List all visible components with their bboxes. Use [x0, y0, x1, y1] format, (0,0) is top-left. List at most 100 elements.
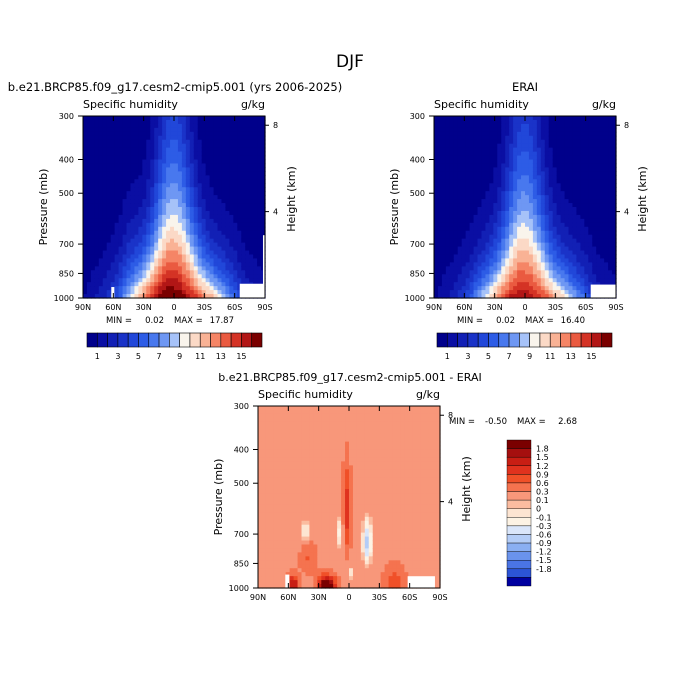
- field-cell: [600, 210, 605, 216]
- x-tick-label: 60S: [578, 303, 593, 312]
- field-cell: [441, 183, 447, 188]
- field-cell: [497, 147, 502, 153]
- field-cell: [134, 171, 139, 176]
- field-cell: [576, 210, 581, 216]
- field-cell: [604, 167, 609, 172]
- field-cell: [489, 119, 494, 125]
- field-cell: [517, 159, 522, 165]
- field-cell: [285, 417, 291, 423]
- field-cell: [134, 214, 139, 220]
- field-cell: [564, 139, 570, 145]
- field-cell: [297, 413, 303, 419]
- field-cell: [130, 167, 136, 172]
- field-cell: [158, 127, 163, 133]
- field-cell: [437, 127, 443, 133]
- field-cell: [434, 207, 439, 212]
- field-cell: [489, 234, 494, 240]
- field-cell: [592, 155, 597, 161]
- field-cell: [604, 270, 609, 275]
- field-cell: [142, 286, 147, 291]
- field-cell: [608, 127, 613, 133]
- field-cell: [612, 195, 617, 200]
- field-cell: [174, 290, 179, 295]
- field-cell: [221, 163, 227, 169]
- field-cell: [154, 210, 159, 216]
- field-cell: [568, 254, 574, 260]
- field-cell: [241, 127, 246, 133]
- field-cell: [237, 119, 242, 125]
- field-cell: [221, 187, 227, 192]
- field-cell: [441, 151, 447, 157]
- field-cell: [233, 207, 238, 212]
- field-cell: [572, 163, 578, 169]
- field-cell: [185, 135, 191, 141]
- field-cell: [528, 274, 534, 279]
- field-cell: [181, 282, 187, 287]
- field-cell: [517, 187, 522, 192]
- field-cell: [588, 226, 593, 232]
- field-cell: [305, 528, 311, 534]
- field-cell: [568, 290, 574, 295]
- field-cell: [477, 151, 483, 157]
- field-cell: [540, 123, 546, 129]
- field-cell: [261, 199, 266, 204]
- field-cell: [521, 270, 526, 275]
- field-cell: [277, 580, 283, 585]
- field-cell: [90, 159, 96, 165]
- field-cell: [453, 238, 459, 244]
- field-cell: [221, 282, 227, 287]
- field-cell: [273, 429, 279, 435]
- field-cell: [548, 210, 554, 216]
- field-cell: [213, 135, 219, 141]
- field-cell: [154, 135, 159, 141]
- field-cell: [473, 171, 479, 176]
- field-cell: [584, 207, 589, 212]
- field-cell: [564, 242, 570, 248]
- field-cell: [86, 270, 92, 275]
- field-cell: [305, 445, 311, 451]
- field-cell: [177, 258, 183, 263]
- field-cell: [600, 238, 605, 244]
- field-cell: [114, 123, 120, 129]
- field-cell: [525, 143, 530, 149]
- field-cell: [457, 262, 463, 267]
- field-cell: [301, 576, 307, 581]
- field-cell: [564, 127, 570, 133]
- field-cell: [434, 258, 439, 263]
- field-cell: [576, 163, 581, 169]
- field-cell: [532, 159, 538, 165]
- field-cell: [106, 171, 112, 176]
- field-cell: [552, 226, 558, 232]
- field-cell: [301, 413, 307, 419]
- field-cell: [114, 183, 120, 188]
- field-cell: [509, 119, 514, 125]
- field-cell: [497, 123, 502, 129]
- field-cell: [453, 294, 459, 299]
- field-cell: [158, 155, 163, 161]
- field-cell: [189, 151, 195, 157]
- field-cell: [213, 274, 219, 279]
- field-cell: [253, 203, 258, 208]
- field-cell: [201, 270, 207, 275]
- field-cell: [441, 127, 447, 133]
- field-cell: [166, 179, 171, 184]
- field-cell: [118, 250, 124, 256]
- field-cell: [544, 214, 550, 220]
- field-cell: [225, 199, 230, 204]
- field-cell: [305, 580, 311, 585]
- field-cell: [449, 234, 455, 240]
- field-cell: [209, 151, 215, 157]
- field-cell: [205, 163, 211, 169]
- field-cell: [209, 131, 215, 137]
- field-cell: [166, 246, 171, 252]
- field-cell: [592, 270, 597, 275]
- field-cell: [221, 238, 227, 244]
- field-cell: [170, 199, 175, 204]
- field-cell: [257, 246, 262, 252]
- field-cell: [453, 143, 459, 149]
- field-cell: [221, 290, 227, 295]
- field-cell: [90, 262, 96, 267]
- min-label: MIN =: [457, 316, 483, 326]
- field-cell: [540, 230, 546, 236]
- field-cell: [560, 147, 566, 153]
